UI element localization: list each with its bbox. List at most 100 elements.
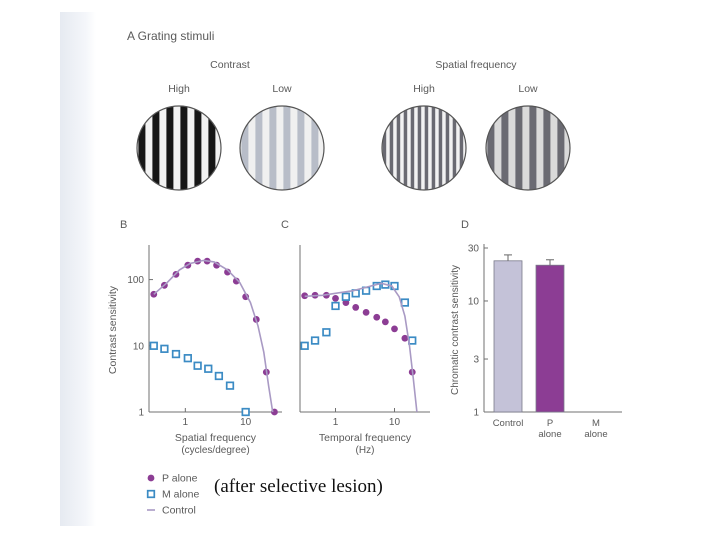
grating-stripe	[138, 106, 146, 190]
caption: (after selective lesion)	[214, 476, 383, 497]
y-axis-label: Contrast sensitivity	[107, 285, 119, 374]
grating-contrast-low: Low	[239, 83, 325, 191]
series-p-alone	[150, 257, 278, 416]
x-axis-sublabel: (Hz)	[356, 445, 375, 456]
grating-stripe	[152, 106, 160, 190]
series-m-alone	[149, 341, 250, 417]
grating-stripe	[269, 106, 277, 190]
m-alone-point	[183, 354, 192, 363]
grating-stripe	[452, 106, 457, 190]
m-alone-point	[331, 301, 340, 311]
panel-c-temporal-chart: C 1 10 Temporal frequency(Hz)	[281, 219, 430, 456]
y-tick-label: 1	[138, 408, 144, 419]
legend-label: P alone	[162, 473, 198, 485]
grating-stripe	[529, 106, 537, 190]
legend-label: Control	[162, 505, 196, 517]
p-alone-point	[352, 304, 360, 311]
x-axis-label: Spatial frequency	[175, 432, 257, 444]
legend-label: M alone	[162, 489, 200, 501]
grating-stripe	[396, 106, 401, 190]
grating-outline	[485, 105, 571, 191]
axes: 1 10 1 10 100	[127, 245, 282, 428]
grating-stripe	[208, 106, 216, 190]
p-alone-point	[381, 318, 389, 326]
legend-dot-swatch	[147, 474, 155, 482]
x-tick-label: 10	[240, 417, 252, 428]
grating-stripe	[389, 106, 394, 190]
grating-outline	[381, 105, 467, 191]
series-control	[304, 282, 418, 413]
m-alone-point	[171, 349, 181, 359]
x-axis-sublabel: (cycles/degree)	[181, 445, 249, 456]
legend-item: P alone	[147, 473, 198, 485]
grating-stripe	[557, 106, 565, 190]
bar	[535, 264, 565, 413]
y-axis-label: Chromatic contrast sensitivity	[450, 265, 461, 395]
axes: 1 10	[299, 245, 430, 428]
m-alone-point	[204, 364, 213, 373]
grating-stripe	[283, 106, 291, 190]
grating-stripe	[166, 106, 174, 190]
y-tick-label: 30	[468, 244, 480, 255]
grating-label: High	[168, 83, 190, 95]
m-alone-point	[408, 336, 417, 345]
grating-stripe	[487, 106, 495, 190]
grating-stripe	[543, 106, 551, 190]
m-alone-point	[241, 407, 250, 417]
p-alone-point	[401, 334, 409, 342]
m-alone-point	[225, 381, 235, 390]
legend-item: M alone	[146, 489, 200, 501]
panel-a-grating-stimuli: A Grating stimuli Contrast Spatial frequ…	[127, 29, 571, 191]
contrast-group-label: Contrast	[210, 59, 250, 71]
grating-stripe	[297, 106, 305, 190]
panel-d-letter: D	[461, 219, 469, 231]
control-curve	[304, 282, 418, 413]
series-p-alone	[301, 291, 416, 376]
category-label: alone	[584, 429, 607, 440]
category-label: M	[592, 418, 600, 429]
y-tick-label: 1	[473, 408, 479, 419]
category-label: Control	[493, 418, 524, 429]
grating-stripe	[424, 106, 429, 190]
grating-outline	[136, 105, 222, 191]
grating-stripe	[311, 106, 319, 190]
legend-item: Control	[147, 505, 196, 517]
grating-label: High	[413, 83, 435, 95]
grating-stripe	[180, 106, 188, 190]
grating-stripe	[515, 106, 523, 190]
m-alone-point	[193, 361, 202, 370]
x-axis-label: Temporal frequency	[319, 432, 412, 444]
grating-label: Low	[272, 83, 292, 95]
grating-contrast-high: High	[136, 83, 222, 191]
p-alone-point	[224, 268, 231, 276]
bar	[493, 260, 523, 413]
grating-stripe	[403, 106, 408, 190]
x-tick-label: 1	[333, 417, 339, 428]
spatial-frequency-group-label: Spatial frequency	[435, 59, 517, 71]
m-alone-point	[160, 344, 169, 353]
grating-stripe	[431, 106, 436, 190]
m-alone-point	[300, 341, 309, 350]
panel-d-chromatic-chart: D 1 3 10 30 Chromatic contrast sensitivity Co…	[450, 219, 622, 440]
grating-stripe	[410, 106, 415, 190]
grating-stripe	[445, 106, 450, 190]
m-alone-point	[341, 292, 351, 301]
panel-b-letter: B	[120, 219, 127, 231]
series-m-alone	[300, 280, 417, 350]
grating-stripe	[194, 106, 202, 190]
panel-b-spatial-chart: B 1 10 1 10 100 Spatial frequency(cycles/degr…	[107, 219, 282, 456]
grating-stripe	[459, 106, 464, 190]
y-tick-label: 10	[468, 296, 480, 307]
m-alone-point	[149, 341, 158, 350]
p-alone-point	[232, 277, 240, 285]
m-alone-point	[400, 298, 410, 307]
m-alone-point	[322, 328, 331, 337]
control-curve	[153, 259, 274, 413]
y-tick-label: 100	[127, 275, 144, 286]
scan-edge-shading	[60, 12, 96, 526]
y-tick-label: 10	[133, 341, 145, 352]
grating-stripe	[438, 106, 443, 190]
m-alone-point	[310, 336, 320, 345]
x-tick-label: 10	[389, 417, 401, 428]
